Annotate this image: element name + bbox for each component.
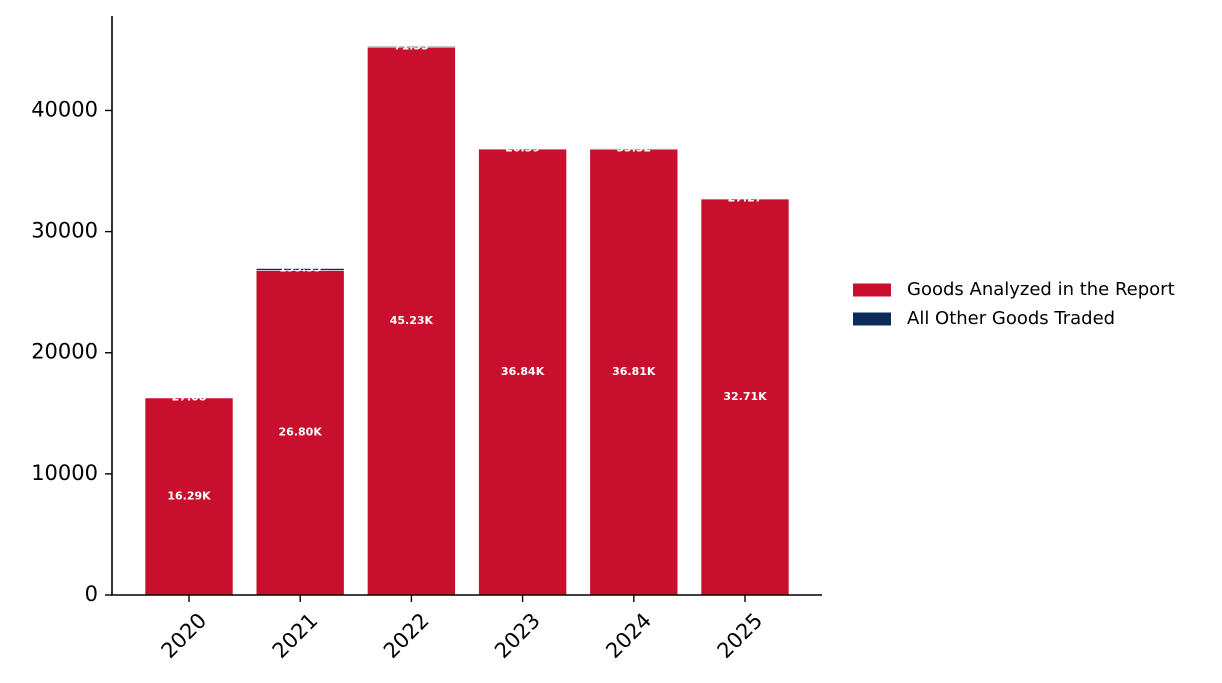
bar-other-goods-2020 bbox=[144, 397, 234, 399]
bar-value-label: 16.29K bbox=[167, 489, 211, 502]
bar-value-label: 45.23K bbox=[390, 314, 434, 327]
bar-goods-analyzed-2024 bbox=[589, 148, 679, 596]
bar-value-label: 26.80K bbox=[279, 426, 323, 439]
bar-other-goods-2022 bbox=[367, 45, 456, 48]
bar-other-goods-2023 bbox=[478, 148, 567, 150]
bar-value-label: 27.08 bbox=[172, 390, 207, 403]
x-tick-label: 2020 bbox=[157, 608, 212, 663]
legend-label-other-goods: All Other Goods Traded bbox=[907, 308, 1115, 329]
bar-value-label: 53.32 bbox=[616, 141, 651, 154]
x-ticks-layer: 2020 2021 2022 2023 2024 2025 bbox=[157, 595, 768, 663]
y-tick-label: 10000 bbox=[31, 461, 98, 485]
bar-other-goods-2025 bbox=[700, 198, 790, 200]
y-tick-label: 0 bbox=[85, 582, 98, 606]
x-tick-label: 2022 bbox=[379, 608, 434, 663]
legend-swatch-goods-analyzed bbox=[853, 283, 891, 297]
x-tick-label: 2023 bbox=[490, 608, 545, 663]
bars-layer bbox=[144, 45, 790, 596]
legend: Goods Analyzed in the Report All Other Go… bbox=[853, 279, 1175, 329]
bar-other-goods-2024 bbox=[589, 148, 679, 150]
bar-labels-layer: 16.29K 27.08 26.80K 155.35 45.23K 71.33 36.84K… bbox=[167, 39, 767, 502]
y-tick-label: 20000 bbox=[31, 340, 98, 364]
bar-value-label: 20.39 bbox=[505, 142, 540, 155]
legend-label-goods-analyzed: Goods Analyzed in the Report bbox=[907, 279, 1175, 300]
bar-goods-analyzed-2022 bbox=[367, 46, 456, 596]
bar-value-label: 32.71K bbox=[723, 390, 767, 403]
bar-value-label: 36.81K bbox=[612, 365, 656, 378]
bar-value-label: 155.35 bbox=[279, 261, 321, 274]
bar-value-label: 27.27 bbox=[728, 191, 763, 204]
bar-value-label: 36.84K bbox=[501, 365, 545, 378]
bar-goods-analyzed-2021 bbox=[255, 270, 345, 596]
legend-swatch-other-goods bbox=[853, 312, 891, 326]
x-tick-label: 2021 bbox=[268, 608, 323, 663]
bar-goods-analyzed-2020 bbox=[144, 397, 234, 596]
bar-value-label: 71.33 bbox=[394, 39, 429, 52]
axes-layer bbox=[111, 16, 822, 596]
y-ticks-layer: 0 10000 20000 30000 40000 bbox=[31, 97, 112, 606]
x-tick-label: 2024 bbox=[601, 608, 656, 663]
x-tick-label: 2025 bbox=[713, 608, 768, 663]
bar-goods-analyzed-2025 bbox=[700, 198, 790, 596]
bar-other-goods-2021 bbox=[255, 268, 345, 271]
bar-goods-analyzed-2023 bbox=[478, 148, 567, 596]
y-tick-label: 40000 bbox=[31, 97, 98, 121]
y-tick-label: 30000 bbox=[31, 219, 98, 243]
